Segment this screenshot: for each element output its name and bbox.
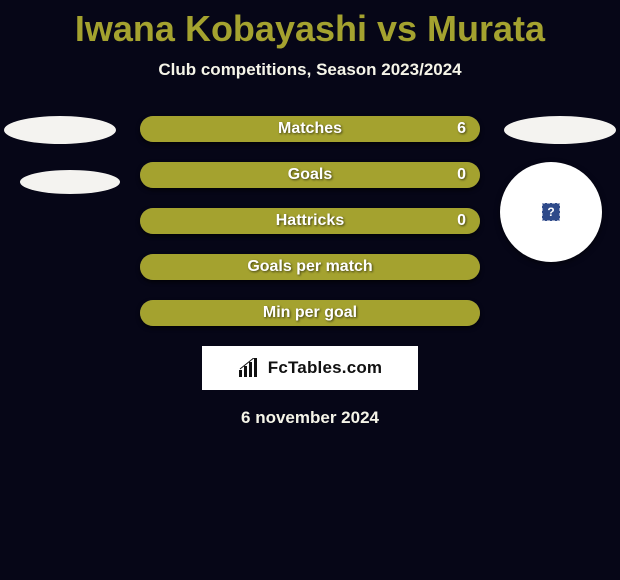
bar-matches-label: Matches [140, 116, 480, 142]
bar-goals-label: Goals [140, 162, 480, 188]
brand-box: FcTables.com [202, 346, 418, 390]
page-title: Iwana Kobayashi vs Murata [0, 0, 620, 50]
question-badge-text: ? [547, 205, 554, 219]
bar-goals-per-match: Goals per match [140, 254, 480, 280]
bar-hattricks-label: Hattricks [140, 208, 480, 234]
brand-text: FcTables.com [268, 358, 383, 378]
bar-mpg-label: Min per goal [140, 300, 480, 326]
question-badge: ? [542, 203, 560, 221]
footer-date: 6 november 2024 [0, 408, 620, 428]
bar-min-per-goal: Min per goal [140, 300, 480, 326]
bar-hattricks-value: 0 [457, 208, 466, 234]
bar-hattricks: Hattricks 0 [140, 208, 480, 234]
page-subtitle: Club competitions, Season 2023/2024 [0, 60, 620, 80]
content-area: ? Matches 6 Goals 0 Hattricks 0 Goals pe… [0, 116, 620, 428]
bar-goals: Goals 0 [140, 162, 480, 188]
player-left-ellipse-mid [20, 170, 120, 194]
stats-bars: Matches 6 Goals 0 Hattricks 0 Goals per … [140, 116, 480, 326]
player-left-ellipse-top [4, 116, 116, 144]
chart-icon [238, 358, 262, 378]
player-right-ellipse-top [504, 116, 616, 144]
player-right-avatar-circle: ? [500, 162, 602, 262]
bar-gpm-label: Goals per match [140, 254, 480, 280]
bar-goals-value: 0 [457, 162, 466, 188]
bar-matches: Matches 6 [140, 116, 480, 142]
bar-matches-value: 6 [457, 116, 466, 142]
brand-inner: FcTables.com [238, 358, 383, 378]
